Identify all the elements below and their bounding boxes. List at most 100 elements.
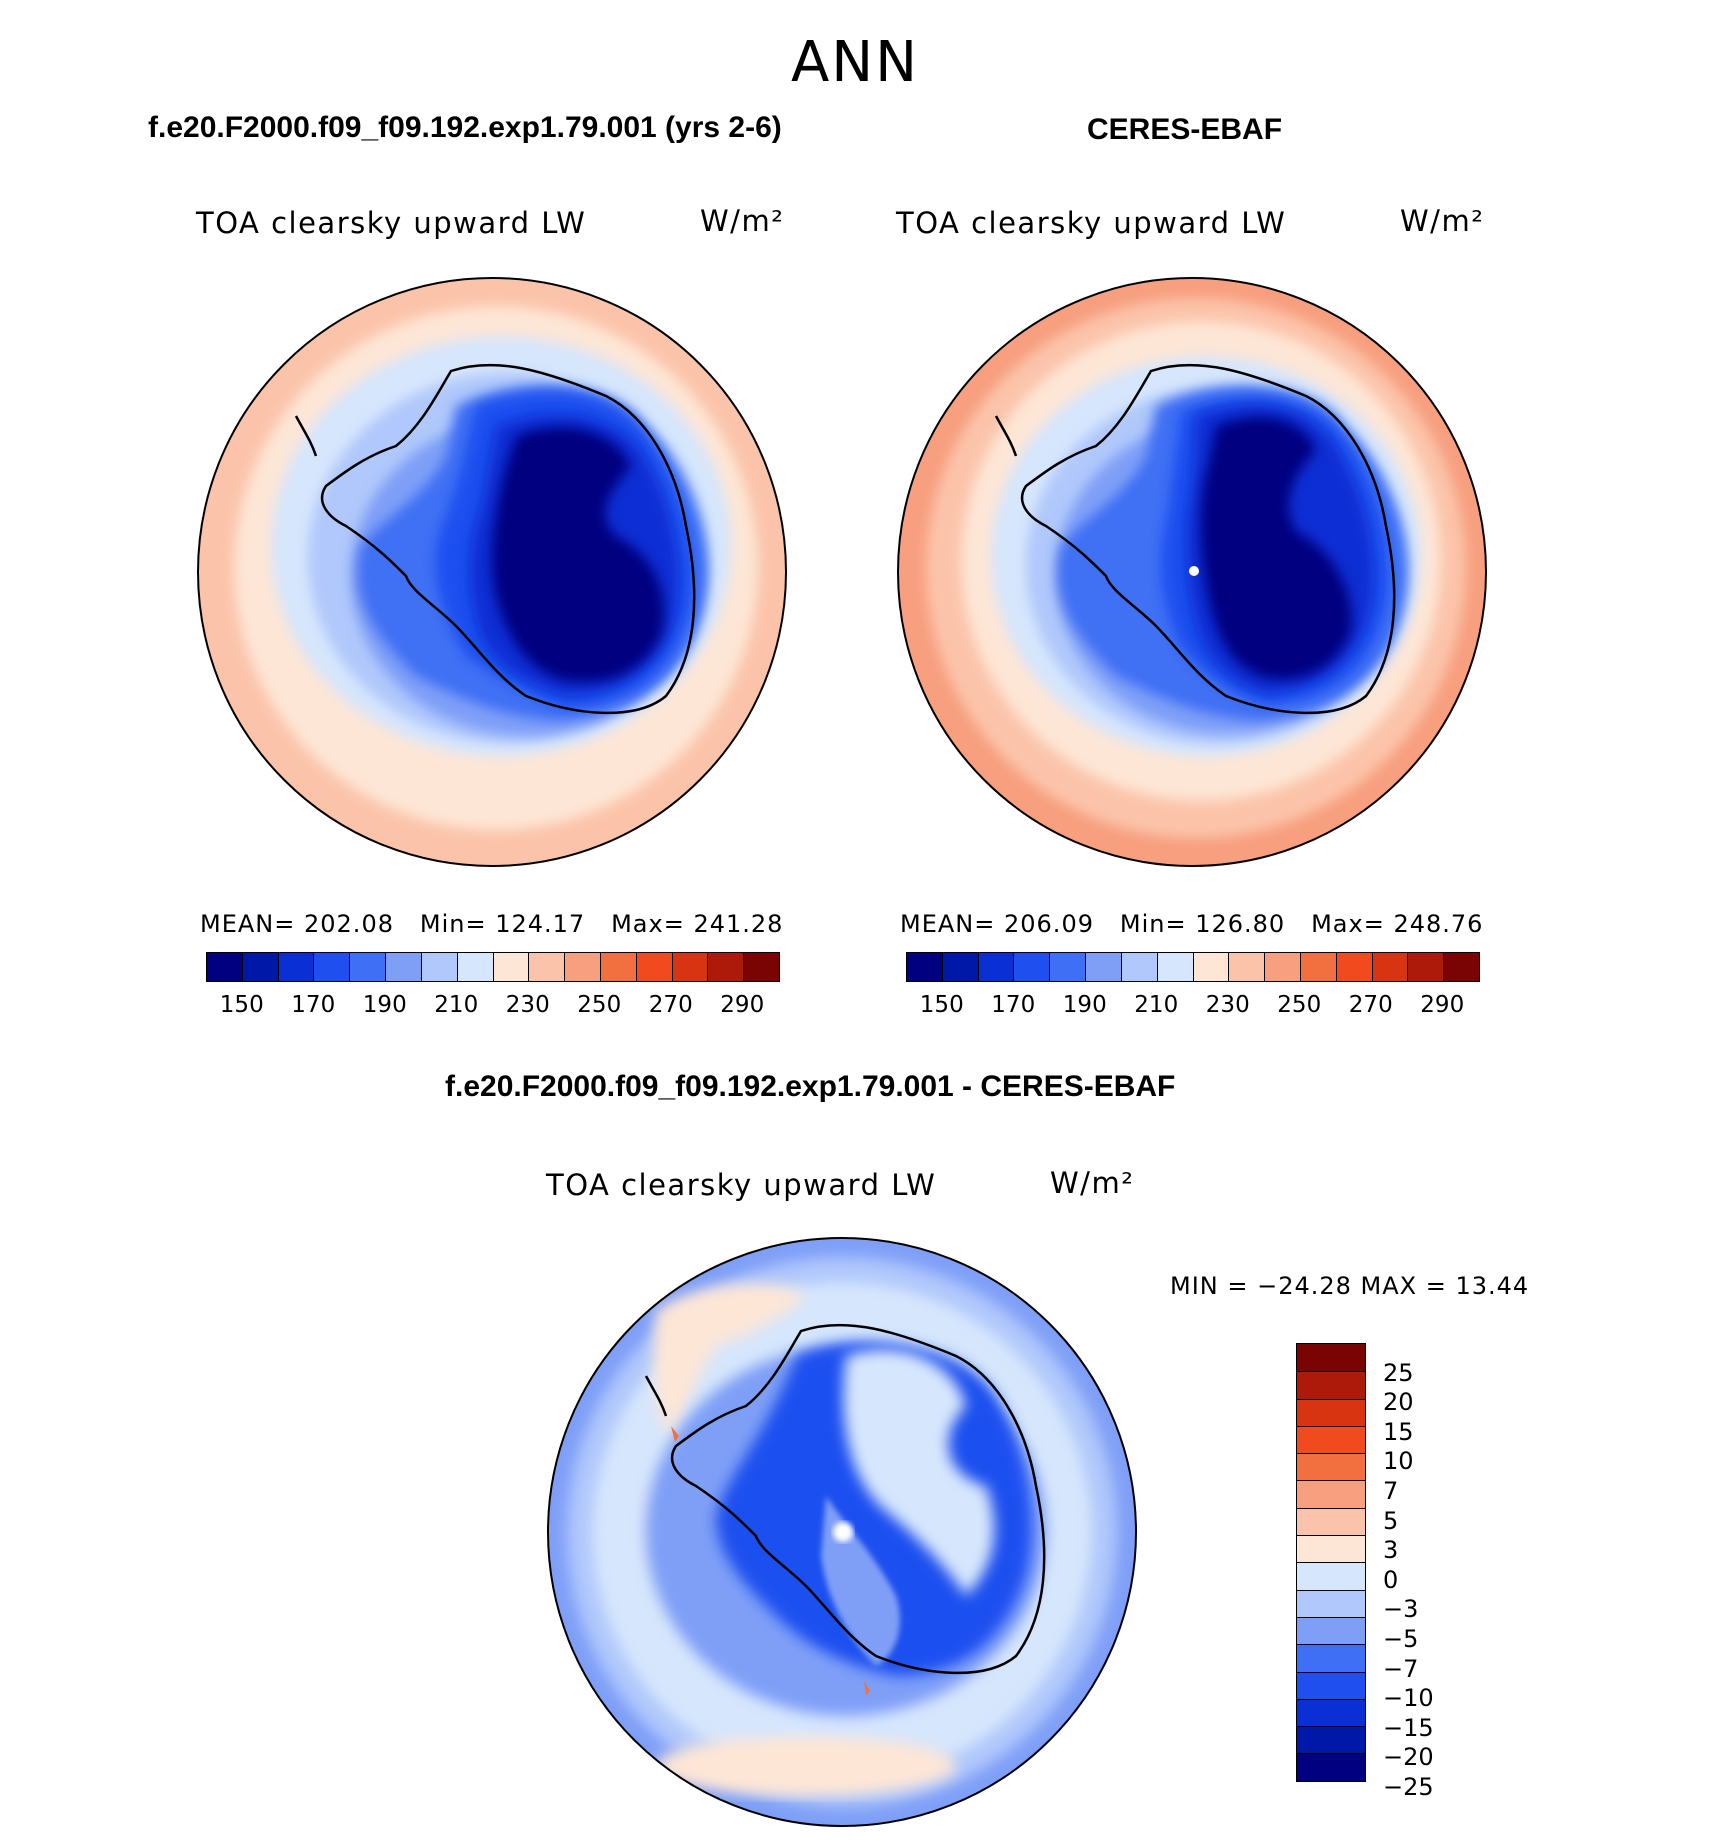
- colorbar-swatch: [1297, 1726, 1365, 1754]
- colorbar-tick-label: 0: [1383, 1565, 1399, 1594]
- obs-min-value: 126.80: [1195, 910, 1286, 938]
- season-title: ANN: [790, 30, 920, 95]
- diff-variable-label: TOA clearsky upward LW: [546, 1168, 937, 1202]
- colorbar-tick-label: −5: [1383, 1625, 1419, 1653]
- colorbar-swatch: [1297, 1616, 1365, 1645]
- colorbar-tick-label: −20: [1383, 1743, 1434, 1772]
- colorbar-swatch: [1264, 953, 1300, 981]
- obs-units-label: W/m²: [1400, 204, 1485, 238]
- model-colorbar-ticks: 150 170 190 210 230 250 270 290: [206, 992, 778, 1020]
- diff-panel-title: f.e20.F2000.f09_f09.192.exp1.79.001 - CE…: [445, 1070, 1176, 1103]
- colorbar-tick-label: −15: [1383, 1713, 1434, 1742]
- colorbar-tick-label: 210: [434, 992, 479, 1018]
- colorbar-swatch: [1297, 1589, 1365, 1617]
- colorbar-tick-label: 10: [1383, 1447, 1414, 1476]
- model-min-label: Min=: [419, 910, 487, 938]
- colorbar-swatch: [1297, 1371, 1365, 1399]
- colorbar-swatch: [207, 953, 242, 981]
- diff-colorbar: [1296, 1343, 1366, 1782]
- colorbar-swatch: [1297, 1753, 1365, 1781]
- diff-units-label: W/m²: [1050, 1166, 1135, 1200]
- colorbar-swatch: [1297, 1562, 1365, 1590]
- colorbar-swatch: [385, 953, 421, 981]
- model-colorbar: [206, 952, 780, 982]
- colorbar-swatch: [1297, 1644, 1365, 1672]
- colorbar-tick-label: −3: [1383, 1595, 1419, 1624]
- colorbar-swatch: [977, 953, 1014, 981]
- model-units-label: W/m²: [700, 204, 785, 238]
- model-mean-label: MEAN=: [200, 910, 296, 938]
- colorbar-swatch: [1297, 1507, 1365, 1536]
- colorbar-tick-label: 190: [362, 992, 407, 1018]
- colorbar-swatch: [1297, 1480, 1365, 1508]
- obs-mean-value: 206.09: [1004, 910, 1094, 938]
- colorbar-swatch: [907, 953, 942, 981]
- colorbar-swatch: [1407, 953, 1444, 981]
- model-max-value: 241.28: [693, 910, 784, 938]
- colorbar-tick-label: 25: [1383, 1358, 1414, 1387]
- colorbar-tick-label: 170: [991, 992, 1036, 1018]
- colorbar-tick-label: 150: [919, 992, 964, 1018]
- colorbar-tick-label: 3: [1383, 1536, 1399, 1565]
- colorbar-swatch: [564, 953, 600, 981]
- colorbar-tick-label: 7: [1383, 1477, 1399, 1505]
- colorbar-swatch: [420, 953, 457, 981]
- obs-colorbar-ticks: 150 170 190 210 230 250 270 290: [906, 992, 1478, 1020]
- obs-max-label: Max=: [1311, 910, 1385, 938]
- colorbar-tick-label: 250: [1277, 992, 1322, 1018]
- colorbar-swatch: [1297, 1425, 1365, 1454]
- colorbar-swatch: [1297, 1698, 1365, 1727]
- obs-max-value: 248.76: [1393, 910, 1484, 938]
- colorbar-swatch: [1297, 1453, 1365, 1481]
- colorbar-tick-label: 20: [1383, 1388, 1414, 1417]
- obs-variable-label: TOA clearsky upward LW: [896, 206, 1287, 240]
- colorbar-swatch: [1085, 953, 1121, 981]
- colorbar-tick-label: 190: [1062, 992, 1107, 1018]
- colorbar-swatch: [635, 953, 672, 981]
- model-stats: MEAN= 202.08 Min= 124.17 Max= 241.28: [200, 910, 783, 938]
- colorbar-swatch: [599, 953, 636, 981]
- model-mean-value: 202.08: [304, 910, 394, 938]
- obs-colorbar: [906, 952, 1480, 982]
- model-min-value: 124.17: [495, 910, 586, 938]
- colorbar-tick-label: −10: [1383, 1684, 1434, 1713]
- colorbar-tick-label: 250: [577, 992, 622, 1018]
- colorbar-swatch: [277, 953, 314, 981]
- colorbar-swatch: [528, 953, 565, 981]
- colorbar-tick-label: 290: [1420, 992, 1465, 1018]
- colorbar-swatch: [1192, 953, 1229, 981]
- colorbar-swatch: [1335, 953, 1372, 981]
- obs-panel-title: CERES-EBAF: [1087, 113, 1283, 146]
- model-max-label: Max=: [611, 910, 685, 938]
- colorbar-swatch: [1049, 953, 1086, 981]
- colorbar-tick-label: 210: [1134, 992, 1179, 1018]
- colorbar-swatch: [671, 953, 708, 981]
- colorbar-tick-label: 230: [505, 992, 550, 1018]
- model-polar-map: [197, 277, 787, 867]
- obs-min-label: Min=: [1119, 910, 1187, 938]
- colorbar-swatch: [313, 953, 350, 981]
- colorbar-tick-label: −7: [1383, 1654, 1419, 1683]
- colorbar-swatch: [707, 953, 744, 981]
- colorbar-swatch: [1371, 953, 1408, 981]
- colorbar-swatch: [1297, 1535, 1365, 1563]
- colorbar-swatch: [743, 953, 779, 981]
- colorbar-tick-label: −25: [1383, 1773, 1434, 1801]
- colorbar-swatch: [349, 953, 386, 981]
- colorbar-swatch: [1228, 953, 1265, 981]
- model-panel-title: f.e20.F2000.f09_f09.192.exp1.79.001 (yrs…: [148, 111, 782, 144]
- colorbar-tick-label: 290: [720, 992, 765, 1018]
- obs-mean-label: MEAN=: [900, 910, 996, 938]
- colorbar-tick-label: 270: [1348, 992, 1393, 1018]
- colorbar-swatch: [1297, 1671, 1365, 1699]
- colorbar-swatch: [492, 953, 529, 981]
- colorbar-swatch: [1299, 953, 1336, 981]
- colorbar-swatch: [241, 953, 278, 981]
- obs-polar-map: [897, 277, 1487, 867]
- obs-stats: MEAN= 206.09 Min= 126.80 Max= 248.76: [900, 910, 1483, 938]
- colorbar-swatch: [1297, 1344, 1365, 1372]
- colorbar-swatch: [456, 953, 493, 981]
- diff-polar-map: [547, 1237, 1137, 1827]
- colorbar-swatch: [1013, 953, 1050, 981]
- colorbar-tick-label: 270: [648, 992, 693, 1018]
